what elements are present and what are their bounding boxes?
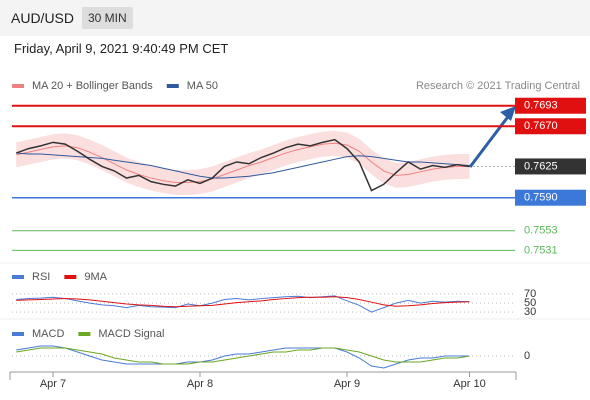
x-tick-label: Apr 9 <box>334 378 360 390</box>
credit: Research © 2021 Trading Central <box>416 80 580 92</box>
series-line <box>16 345 470 369</box>
series-line <box>16 347 470 365</box>
symbol: AUD/USD <box>11 10 75 26</box>
level-box <box>515 189 586 206</box>
legend-swatch <box>64 275 77 279</box>
series-line <box>16 296 470 308</box>
y-tick-label: 30 <box>524 306 536 318</box>
legend-swatch <box>166 84 179 88</box>
y-tick-label: 0 <box>524 350 530 362</box>
legend-swatch <box>12 84 24 88</box>
legend-swatch <box>12 332 24 336</box>
toolbar: AUD/USD 30 MIN <box>0 0 590 36</box>
level-label: 0.7670 <box>524 120 558 132</box>
level-label: 0.7625 <box>524 160 558 172</box>
level-label: 0.7590 <box>524 192 558 204</box>
legend-label: MACD <box>32 328 64 340</box>
legend-label: RSI <box>32 271 50 283</box>
x-tick-label: Apr 10 <box>453 378 485 390</box>
datetime: Friday, April 9, 2021 9:40:49 PM CET <box>14 41 229 56</box>
y-tick-label: 50 <box>524 297 536 309</box>
level-box <box>515 97 586 114</box>
level-box <box>515 158 586 175</box>
y-tick-label: 70 <box>524 288 536 300</box>
timeframe-button[interactable]: 30 MIN <box>82 7 133 29</box>
legend-label: MACD Signal <box>98 328 164 340</box>
legend-label: MA 50 <box>187 80 218 92</box>
level-box <box>515 118 586 135</box>
legend-swatch <box>12 275 24 279</box>
x-tick-label: Apr 8 <box>187 378 213 390</box>
forecast-arrow <box>468 113 512 168</box>
series-line <box>16 295 470 313</box>
legend-label: MA 20 + Bollinger Bands <box>32 80 153 92</box>
level-label: 0.7531 <box>524 244 558 256</box>
legend-swatch <box>78 332 91 336</box>
x-tick-label: Apr 7 <box>40 378 66 390</box>
price-line <box>15 138 470 192</box>
forecast-arrowhead <box>500 106 516 121</box>
level-label: 0.7693 <box>524 100 558 112</box>
legend-label: 9MA <box>84 271 107 283</box>
series-line <box>16 152 470 179</box>
level-label: 0.7553 <box>524 225 558 237</box>
